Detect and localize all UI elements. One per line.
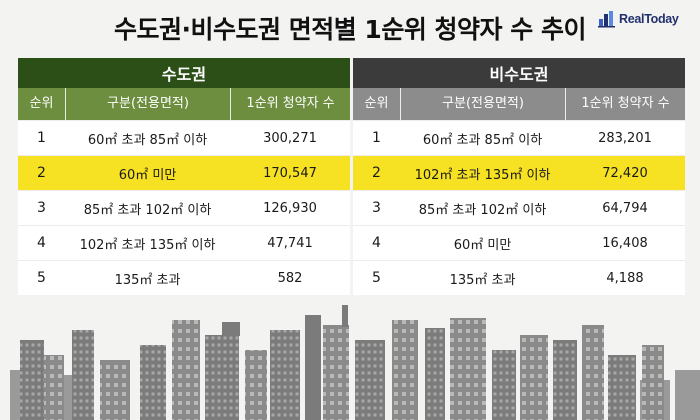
table-row: 1 60㎡ 초과 85㎡ 이하 300,271 [18,120,350,155]
table-row: 3 85㎡ 초과 102㎡ 이하 126,930 [18,190,350,225]
applicants-cell: 64,794 [602,200,648,216]
applicants-cell: 170,547 [263,165,317,181]
category-column-header: 구분(전용면적) [400,88,565,120]
applicants-cell: 72,420 [602,165,648,181]
category-cell: 135㎡ 초과 [114,272,181,288]
category-cell: 60㎡ 미만 [453,237,512,253]
table-row: 5 135㎡ 초과 582 [18,260,350,295]
table-row: 4 102㎡ 초과 135㎡ 이하 47,741 [18,225,350,260]
metro-column-header: 순위 구분(전용면적) 1순위 청약자 수 [18,88,350,120]
table-row-highlighted: 2 60㎡ 미만 170,547 [18,155,350,190]
rank-column-header: 순위 [364,96,389,111]
realtoday-logo-icon [598,11,615,28]
applicants-column-header: 1순위 청약자 수 [230,88,350,120]
applicants-cell: 283,201 [598,130,652,146]
applicants-cell: 582 [277,270,303,286]
rank-cell: 4 [37,235,46,251]
category-cell: 60㎡ 초과 85㎡ 이하 [422,132,543,148]
rank-cell: 3 [37,200,46,216]
table-row: 1 60㎡ 초과 85㎡ 이하 283,201 [353,120,685,155]
applicants-cell: 47,741 [267,235,313,251]
category-cell: 85㎡ 초과 102㎡ 이하 [418,202,547,218]
rank-cell: 2 [37,165,46,181]
metro-table: 수도권 순위 구분(전용면적) 1순위 청약자 수 1 60㎡ 초과 85㎡ 이… [18,58,350,295]
category-cell: 60㎡ 미만 [118,167,177,183]
rank-cell: 5 [37,270,46,286]
category-cell: 102㎡ 초과 135㎡ 이하 [414,167,551,183]
nonmetro-table-title: 비수도권 [353,58,685,88]
logo-text: RealToday [619,12,679,26]
category-cell: 60㎡ 초과 85㎡ 이하 [87,132,208,148]
city-skyline-illustration [10,305,700,420]
table-row: 5 135㎡ 초과 4,188 [353,260,685,295]
rank-cell: 4 [372,235,381,251]
category-column-header: 구분(전용면적) [65,88,230,120]
nonmetro-table: 비수도권 순위 구분(전용면적) 1순위 청약자 수 1 60㎡ 초과 85㎡ … [353,58,685,295]
category-cell: 135㎡ 초과 [449,272,516,288]
table-row: 3 85㎡ 초과 102㎡ 이하 64,794 [353,190,685,225]
table-row-highlighted: 2 102㎡ 초과 135㎡ 이하 72,420 [353,155,685,190]
category-cell: 102㎡ 초과 135㎡ 이하 [79,237,216,253]
category-cell: 85㎡ 초과 102㎡ 이하 [83,202,212,218]
metro-table-title: 수도권 [18,58,350,88]
page-title: 수도권·비수도권 면적별 1순위 청약자 수 추이 [114,15,586,44]
applicants-cell: 16,408 [602,235,648,251]
rank-column-header: 순위 [29,96,54,111]
realtoday-logo: RealToday [598,8,679,30]
rank-cell: 1 [37,130,46,146]
applicants-cell: 300,271 [263,130,317,146]
applicants-column-header: 1순위 청약자 수 [565,88,685,120]
rank-cell: 5 [372,270,381,286]
applicants-cell: 126,930 [263,200,317,216]
applicants-cell: 4,188 [606,270,644,286]
table-row: 4 60㎡ 미만 16,408 [353,225,685,260]
rank-cell: 1 [372,130,381,146]
rank-cell: 3 [372,200,381,216]
nonmetro-column-header: 순위 구분(전용면적) 1순위 청약자 수 [353,88,685,120]
rank-cell: 2 [372,165,381,181]
